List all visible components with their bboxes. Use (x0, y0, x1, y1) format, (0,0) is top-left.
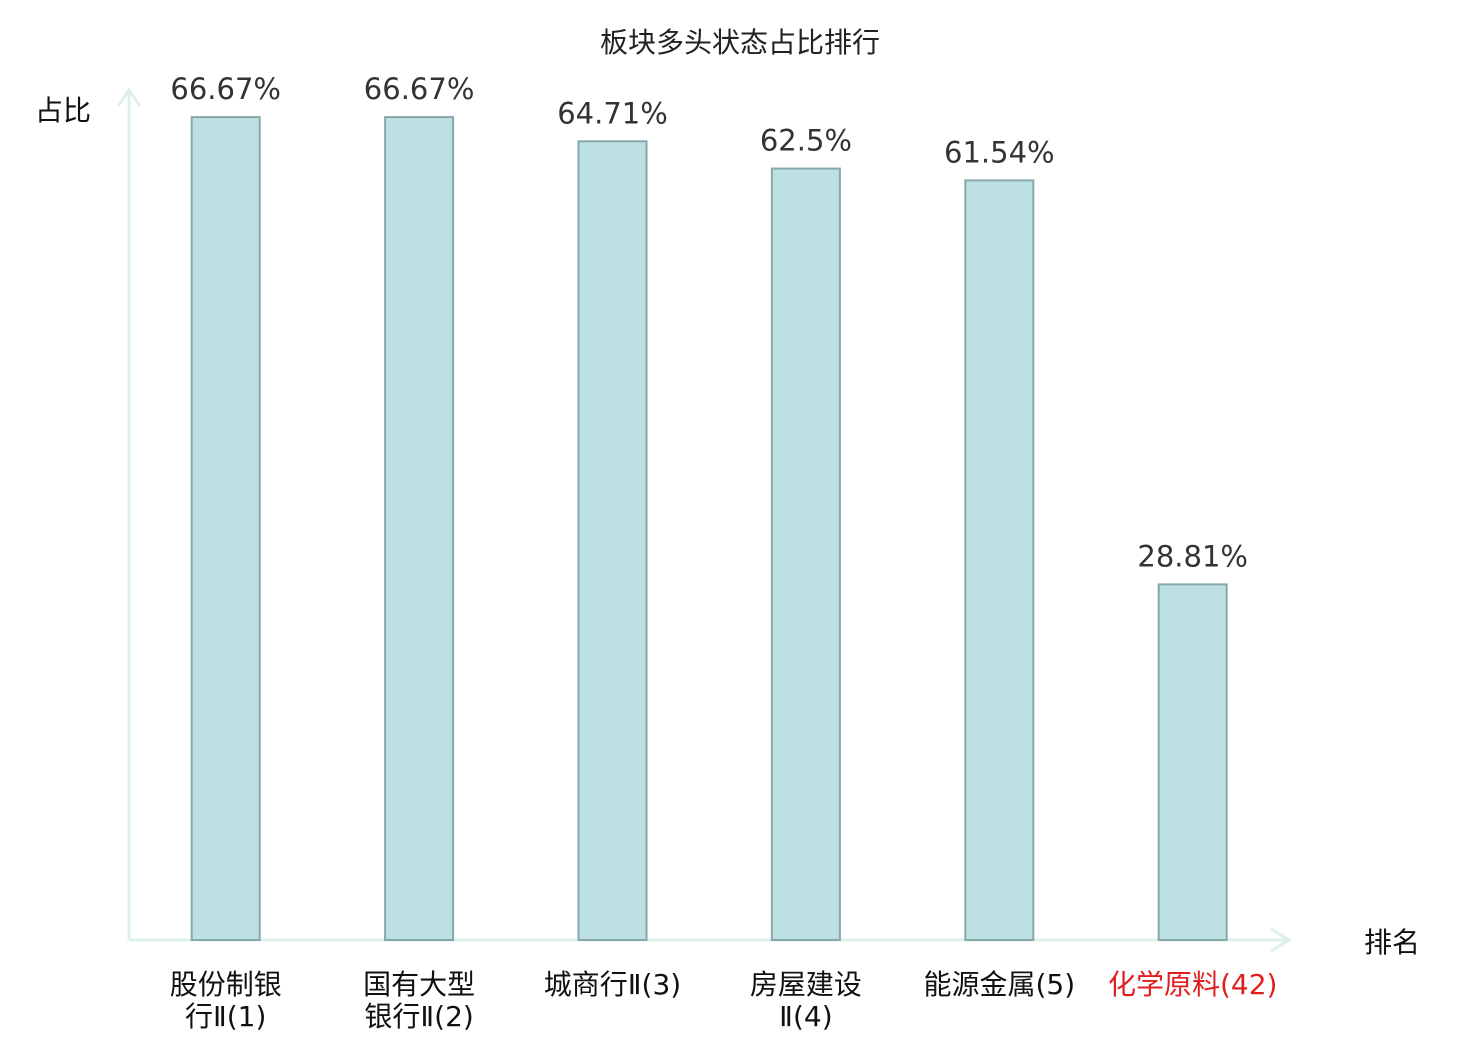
x-axis (129, 927, 1292, 953)
y-axis-label: 占比 (35, 94, 91, 127)
bar (770, 167, 841, 942)
category-label: 银行Ⅱ(2) (364, 1000, 473, 1033)
value-label: 66.67% (364, 72, 475, 106)
bar (577, 140, 648, 942)
value-label: 62.5% (760, 124, 852, 158)
category-label: 房屋建设 (750, 968, 862, 1001)
value-label: 61.54% (944, 135, 1055, 169)
category-label: 化学原料(42) (1108, 968, 1277, 1001)
y-axis (116, 87, 142, 940)
value-label: 28.81% (1137, 539, 1248, 573)
value-labels-group: 66.67% 66.67% 64.71% 62.5% 61.54% 28.81% (170, 72, 1248, 573)
x-axis-label: 排名 (1364, 926, 1420, 959)
bar (384, 116, 455, 942)
category-label: Ⅱ(4) (779, 1000, 832, 1033)
y-axis-arrow (116, 87, 142, 107)
value-label: 66.67% (170, 72, 281, 106)
category-label: 能源金属(5) (923, 968, 1075, 1001)
bars-group (190, 116, 1228, 942)
x-axis-arrow (1270, 927, 1292, 953)
bar (1157, 583, 1228, 941)
bar (964, 179, 1035, 941)
category-label: 行Ⅱ(1) (185, 1000, 266, 1033)
category-label: 股份制银 (170, 968, 282, 1001)
chart-title: 板块多头状态占比排行 (600, 26, 880, 59)
bar (190, 116, 261, 942)
category-label: 国有大型 (363, 968, 475, 1001)
value-label: 64.71% (557, 96, 668, 130)
category-label: 城商行Ⅱ(3) (544, 968, 681, 1001)
